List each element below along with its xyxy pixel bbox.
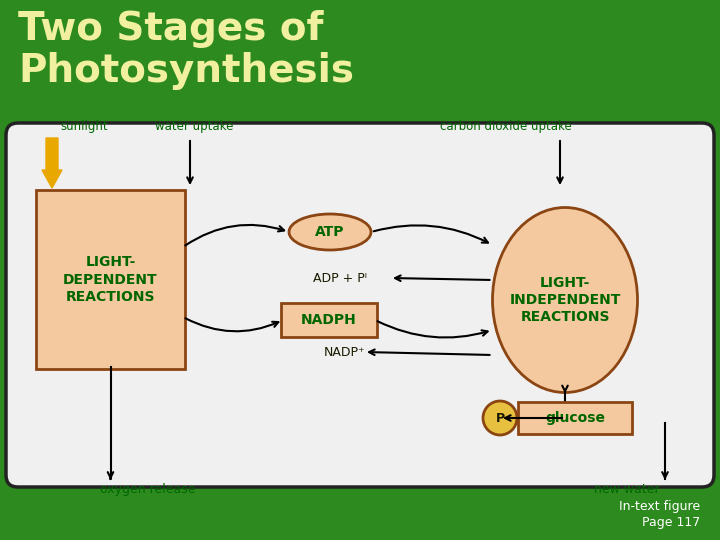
Text: sunlight: sunlight: [60, 120, 107, 133]
Ellipse shape: [289, 214, 371, 250]
Text: LIGHT-
INDEPENDENT
REACTIONS: LIGHT- INDEPENDENT REACTIONS: [509, 276, 621, 325]
FancyBboxPatch shape: [6, 123, 714, 487]
FancyBboxPatch shape: [518, 402, 632, 434]
Text: oxygen release: oxygen release: [101, 483, 196, 496]
Text: water uptake: water uptake: [155, 120, 233, 133]
Text: NADPH: NADPH: [301, 313, 357, 327]
FancyBboxPatch shape: [36, 190, 185, 369]
Text: carbon dioxide uptake: carbon dioxide uptake: [440, 120, 572, 133]
Text: ADP + Pᴵ: ADP + Pᴵ: [313, 272, 367, 285]
FancyBboxPatch shape: [281, 303, 377, 337]
Text: new water: new water: [595, 483, 660, 496]
FancyArrow shape: [42, 138, 62, 188]
Ellipse shape: [492, 207, 637, 393]
Text: NADP⁺: NADP⁺: [324, 346, 366, 359]
Text: LIGHT-
DEPENDENT
REACTIONS: LIGHT- DEPENDENT REACTIONS: [63, 255, 158, 304]
Circle shape: [483, 401, 517, 435]
Text: P: P: [495, 411, 505, 424]
Text: Two Stages of
Photosynthesis: Two Stages of Photosynthesis: [18, 10, 354, 91]
Text: ATP: ATP: [315, 225, 345, 239]
Text: In-text figure
Page 117: In-text figure Page 117: [619, 500, 700, 529]
Text: glucose: glucose: [545, 411, 605, 425]
